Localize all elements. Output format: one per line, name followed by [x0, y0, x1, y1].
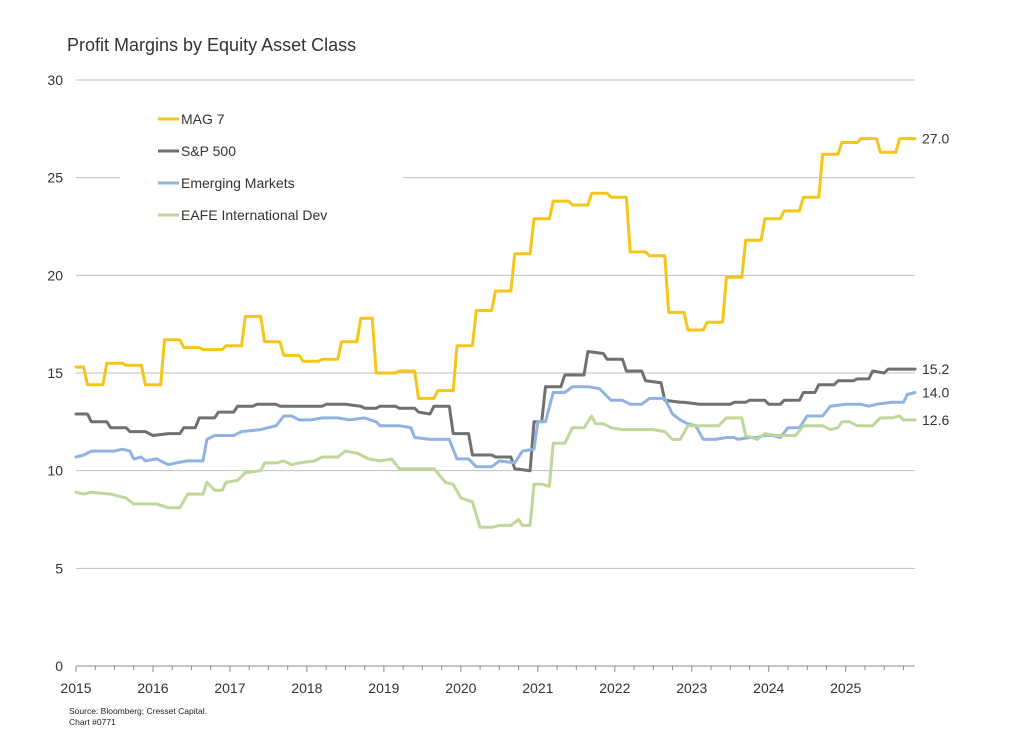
- series-line-4: [74, 414, 917, 529]
- x-tick-label: 2018: [291, 680, 322, 696]
- y-tick-label: 30: [47, 72, 63, 88]
- end-value-label: 15.2: [922, 361, 949, 377]
- x-tick-label: 2023: [676, 680, 707, 696]
- legend-background: [120, 104, 403, 226]
- legend-label: EAFE International Dev: [181, 207, 327, 223]
- x-tick-label: 2019: [368, 680, 399, 696]
- y-tick-label: 5: [55, 560, 63, 576]
- end-labels: 27.0 15.2 14.0 12.6: [922, 131, 949, 428]
- x-tick-label: 2016: [137, 680, 168, 696]
- x-tick-label: 2021: [522, 680, 553, 696]
- chart-title: Profit Margins by Equity Asset Class: [67, 35, 357, 55]
- series-line-2: [74, 350, 917, 473]
- end-value-label: 14.0: [922, 385, 949, 401]
- y-tick-label: 25: [47, 170, 63, 186]
- legend-label: MAG 7: [181, 111, 225, 127]
- source-text: Source: Bloomberg; Cresset Capital.: [69, 706, 207, 716]
- gridlines: [76, 79, 915, 569]
- y-tick-label: 10: [47, 463, 63, 479]
- legend-label: Emerging Markets: [181, 175, 295, 191]
- x-tick-label: 2025: [830, 680, 861, 696]
- end-value-label: 27.0: [922, 131, 949, 147]
- x-tick-label: 2022: [599, 680, 630, 696]
- x-tick-label: 2024: [753, 680, 784, 696]
- series-line-3: [74, 385, 917, 469]
- legend: MAG 7 S&P 500 Emerging Markets EAFE Interna…: [120, 104, 403, 226]
- chart-number: Chart #0771: [69, 717, 116, 727]
- series-lines: [74, 137, 917, 529]
- end-value-label: 12.6: [922, 412, 949, 428]
- legend-label: S&P 500: [181, 143, 236, 159]
- source-note: Source: Bloomberg; Cresset Capital. Char…: [69, 706, 207, 728]
- x-tick-label: 2020: [445, 680, 476, 696]
- series-line-1: [74, 137, 917, 400]
- x-tick-label: 2017: [214, 680, 245, 696]
- y-tick-label: 15: [47, 365, 63, 381]
- y-tick-label: 0: [55, 658, 63, 674]
- y-tick-label: 20: [47, 267, 63, 283]
- x-tick-label: 2015: [60, 680, 91, 696]
